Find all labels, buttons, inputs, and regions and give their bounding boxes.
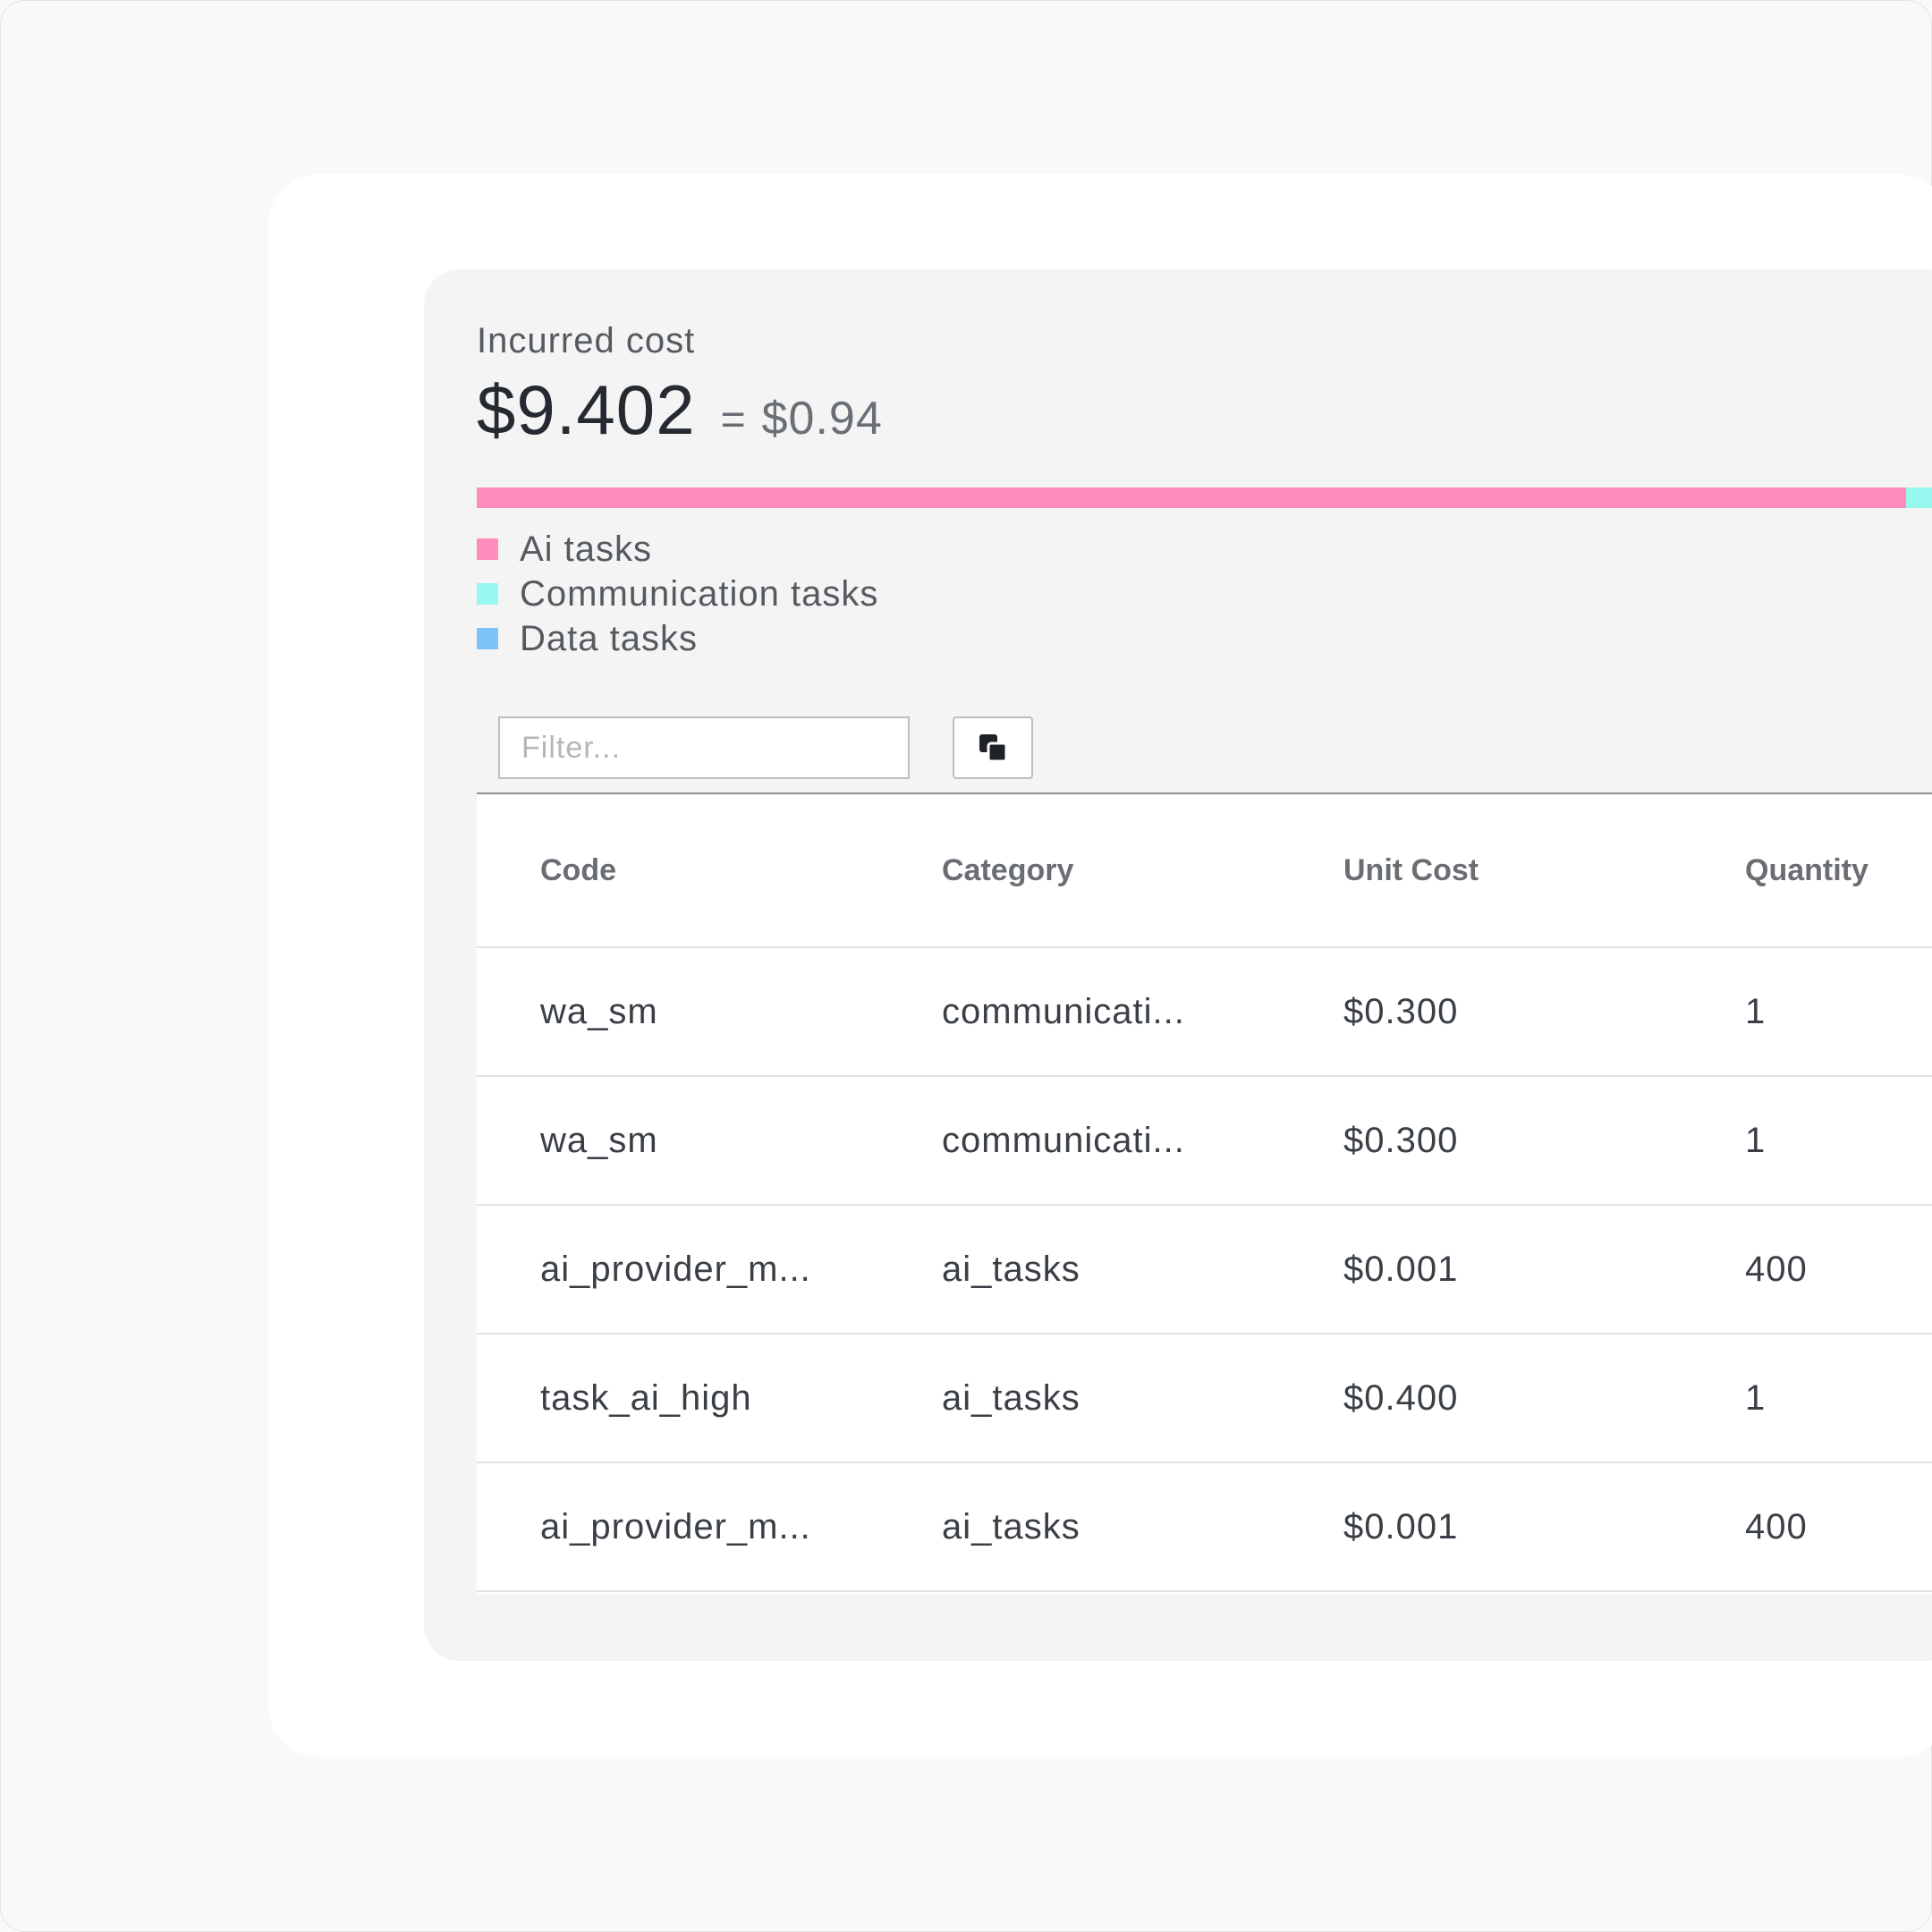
- filter-input[interactable]: [498, 716, 910, 779]
- legend-label: Communication tasks: [520, 573, 879, 614]
- amount-row: $9.402 = $0.94: [477, 369, 883, 451]
- cell-quantity: 400: [1745, 1506, 1808, 1546]
- table-header-row: Code Category Unit Cost Quantity: [477, 794, 1932, 948]
- cell-category: ai_tasks: [942, 1249, 1080, 1289]
- cell-code: wa_sm: [540, 1120, 658, 1160]
- cost-breakdown-bar: [477, 487, 1932, 508]
- cost-table: Code Category Unit Cost Quantity wa_sm c…: [477, 792, 1932, 1594]
- cell-quantity: 1: [1745, 991, 1767, 1031]
- cell-category: ai_tasks: [942, 1377, 1080, 1418]
- converted-amount: $0.94: [761, 393, 883, 445]
- cell-category: communicati...: [942, 1120, 1185, 1160]
- cell-category: ai_tasks: [942, 1506, 1080, 1546]
- cell-category: communicati...: [942, 991, 1185, 1031]
- table-row[interactable]: ai_provider_m... ai_tasks $0.001 400: [477, 1206, 1932, 1335]
- legend-swatch: [477, 538, 498, 560]
- cell-quantity: 1: [1745, 1120, 1767, 1160]
- cell-code: task_ai_high: [540, 1377, 752, 1418]
- cell-code: wa_sm: [540, 991, 658, 1031]
- legend-item-communication: Communication tasks: [477, 572, 878, 616]
- legend-label: Data tasks: [520, 618, 698, 658]
- copy-icon: [979, 734, 1008, 763]
- table-row[interactable]: task_ai_high ai_tasks $0.400 1: [477, 1335, 1932, 1463]
- column-header-unit-cost[interactable]: Unit Cost: [1343, 852, 1479, 887]
- copy-button[interactable]: [953, 716, 1033, 779]
- legend-label: Ai tasks: [520, 529, 653, 569]
- table-row[interactable]: wa_sm communicati... $0.300 1: [477, 948, 1932, 1077]
- cost-panel: Incurred cost $9.402 = $0.94 Ai tasks Co…: [424, 269, 1932, 1661]
- cell-unit-cost: $0.300: [1343, 991, 1459, 1031]
- column-header-category[interactable]: Category: [942, 852, 1074, 887]
- breakdown-legend: Ai tasks Communication tasks Data tasks: [477, 527, 878, 661]
- cell-unit-cost: $0.300: [1343, 1120, 1459, 1160]
- column-header-quantity[interactable]: Quantity: [1745, 852, 1868, 887]
- cell-quantity: 1: [1745, 1377, 1767, 1418]
- cell-code: ai_provider_m...: [540, 1249, 811, 1289]
- breakdown-segment-communication: [1906, 487, 1932, 508]
- legend-item-ai: Ai tasks: [477, 527, 878, 572]
- incurred-amount: $9.402: [477, 370, 696, 449]
- cell-code: ai_provider_m...: [540, 1506, 811, 1546]
- table-row[interactable]: wa_sm communicati... $0.300 1: [477, 1077, 1932, 1206]
- cell-unit-cost: $0.001: [1343, 1506, 1459, 1546]
- table-row[interactable]: ai_provider_m... ai_tasks $0.001 400: [477, 1463, 1932, 1592]
- cell-unit-cost: $0.400: [1343, 1377, 1459, 1418]
- cell-unit-cost: $0.001: [1343, 1249, 1459, 1289]
- breakdown-segment-ai: [477, 487, 1906, 508]
- panel-title: Incurred cost: [477, 321, 696, 360]
- column-header-code[interactable]: Code: [540, 852, 616, 887]
- legend-item-data: Data tasks: [477, 616, 878, 661]
- legend-swatch: [477, 628, 498, 649]
- legend-swatch: [477, 583, 498, 605]
- equals-sign: =: [720, 396, 746, 444]
- cell-quantity: 400: [1745, 1249, 1808, 1289]
